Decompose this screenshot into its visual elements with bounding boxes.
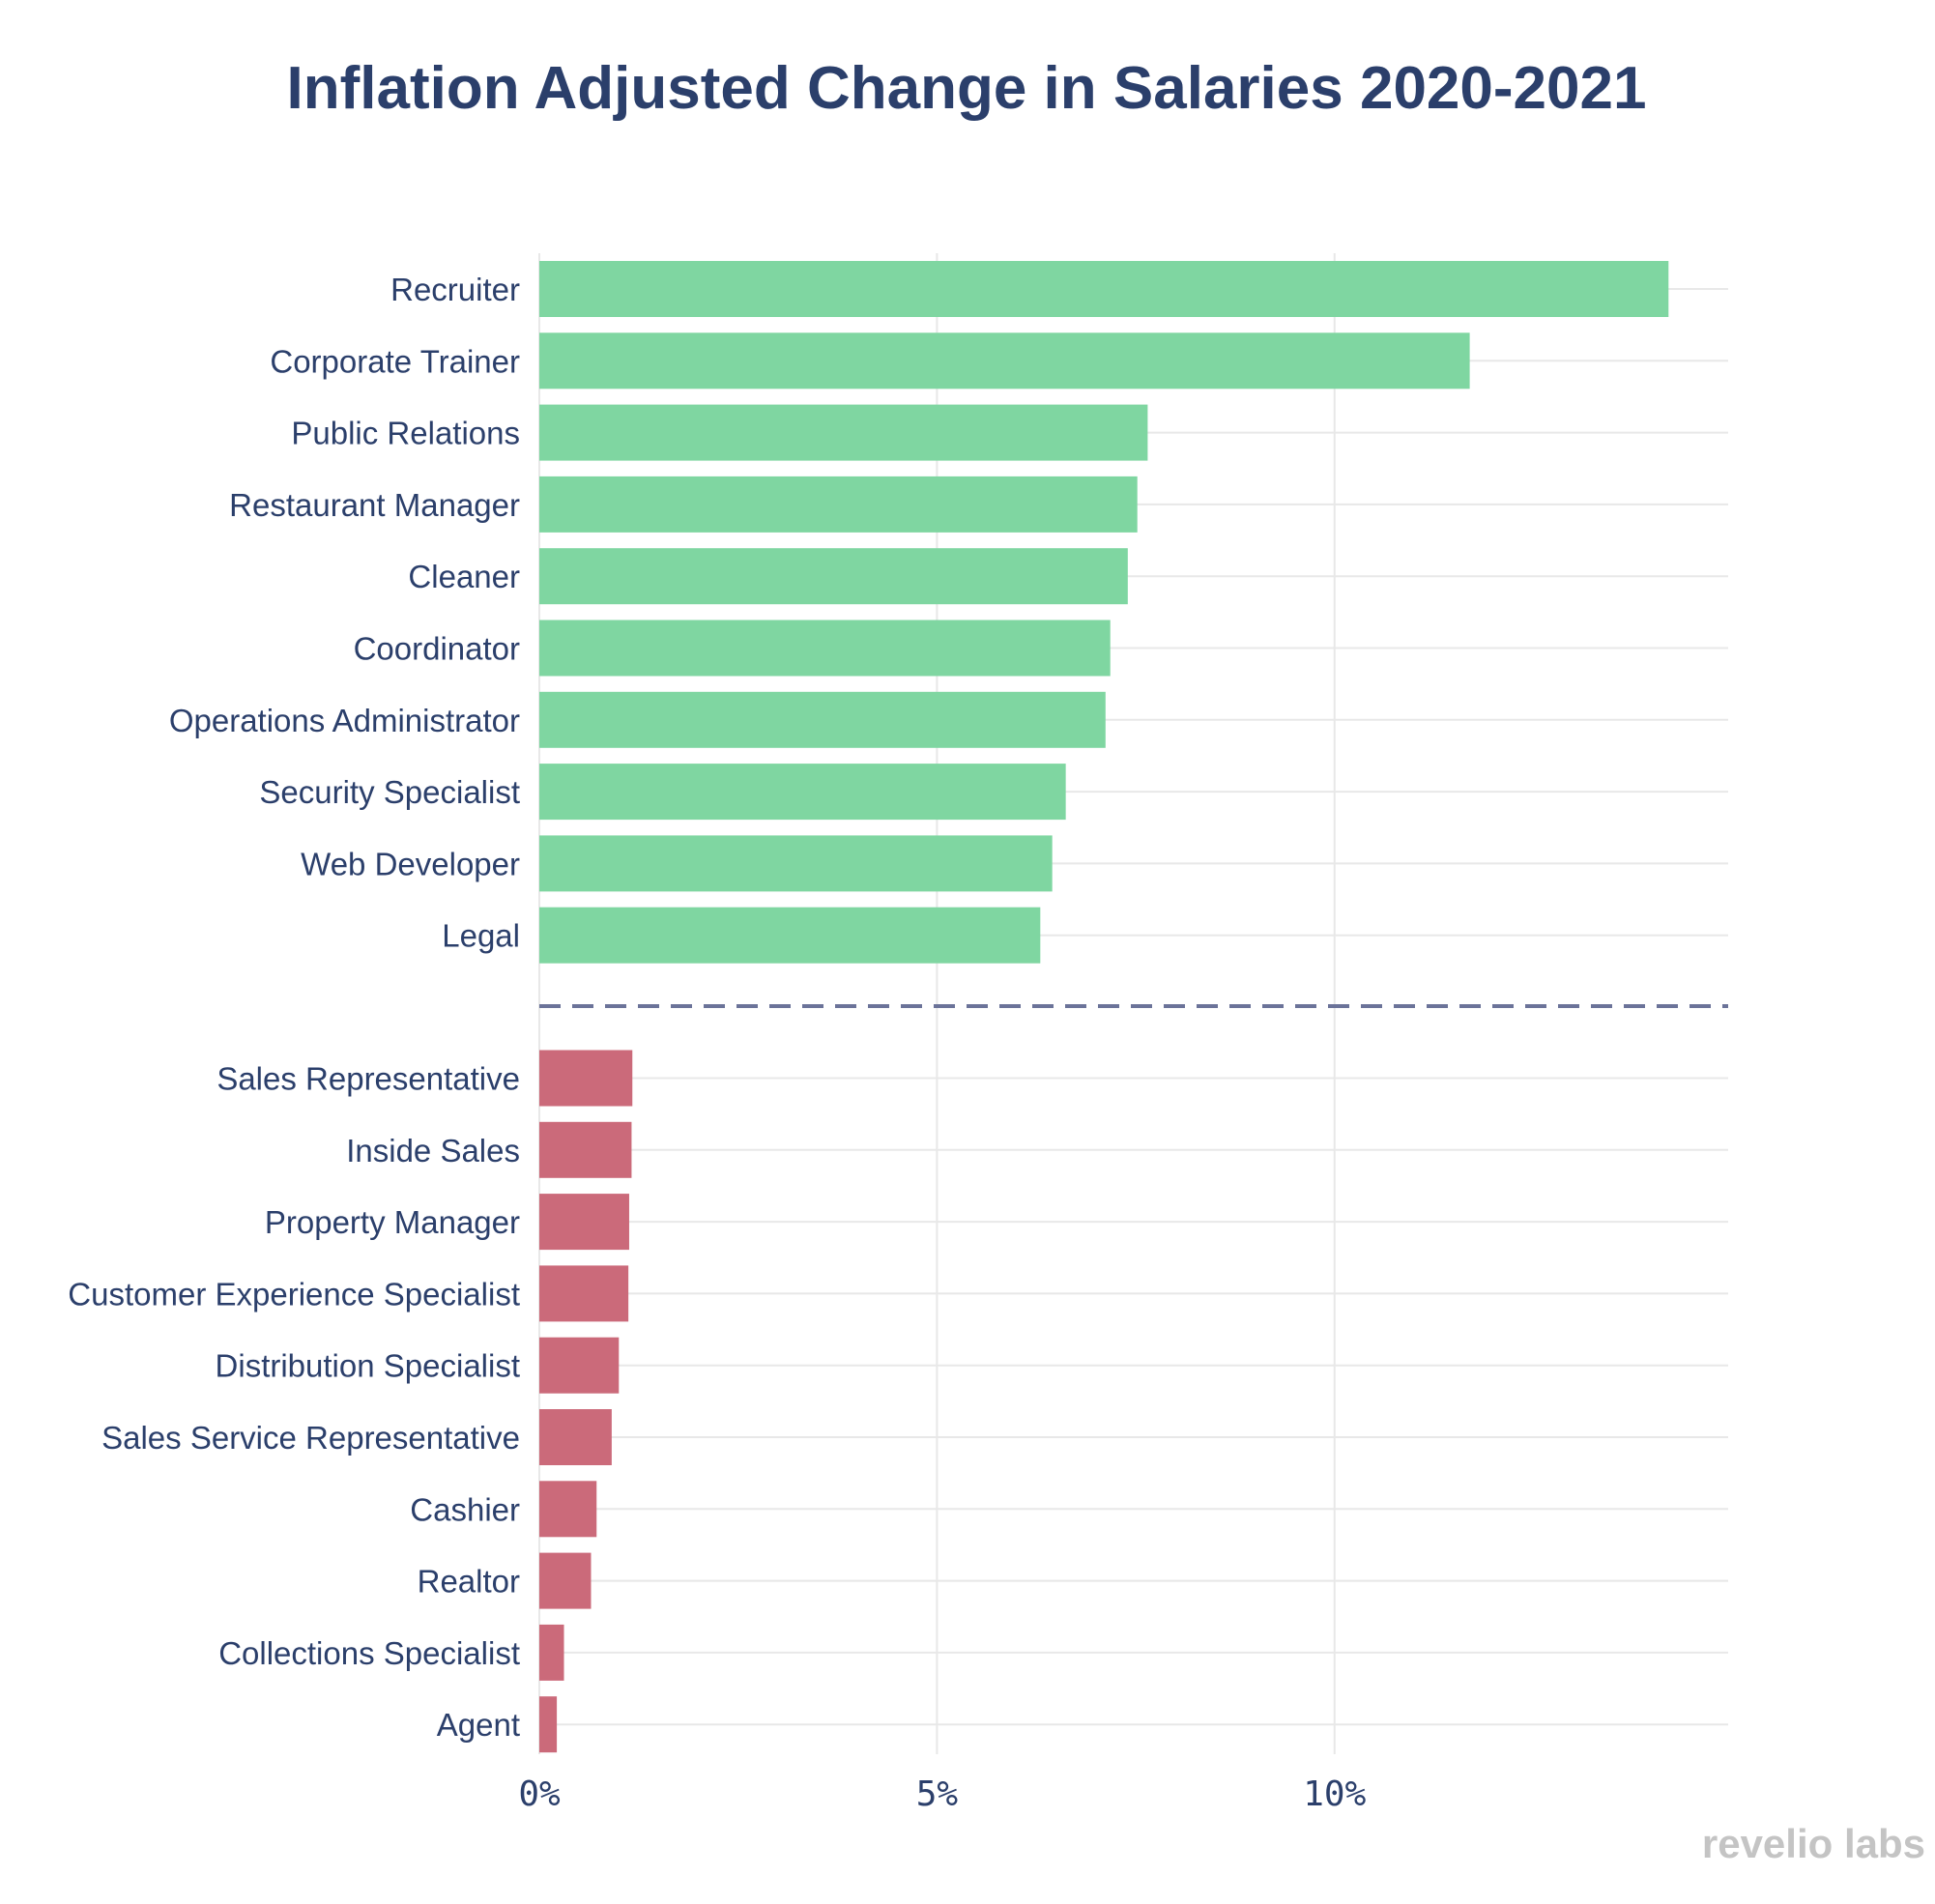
category-label: Sales Representative (217, 1061, 520, 1097)
bar-inside-sales (539, 1121, 632, 1178)
bar-sales-service-representative (539, 1409, 612, 1465)
bar-cashier (539, 1481, 597, 1538)
category-label: Collections Specialist (218, 1635, 520, 1671)
bar-sales-representative (539, 1050, 633, 1107)
category-label: Cashier (410, 1491, 520, 1527)
bar-coordinator (539, 620, 1111, 677)
bar-web-developer (539, 835, 1053, 892)
bar-security-specialist (539, 764, 1066, 821)
bar-property-manager (539, 1194, 629, 1251)
bar-distribution-specialist (539, 1337, 620, 1394)
x-tick-label: 5% (916, 1774, 959, 1814)
category-label: Coordinator (354, 631, 520, 667)
category-label: Corporate Trainer (270, 343, 520, 379)
bar-agent (539, 1696, 558, 1753)
category-label: Property Manager (265, 1204, 520, 1240)
bar-collections-specialist (539, 1624, 564, 1681)
category-label: Restaurant Manager (229, 487, 520, 523)
category-label: Realtor (418, 1564, 520, 1600)
revelio-labs-logo: revelio labs (1702, 1821, 1925, 1866)
category-labels: Recruiter Corporate Trainer Public Relatio… (68, 272, 520, 1743)
bar-public-relations (539, 404, 1148, 461)
bar-corporate-trainer (539, 332, 1470, 389)
bars-layer (539, 261, 1669, 1753)
bar-restaurant-manager (539, 476, 1138, 533)
category-label: Legal (442, 918, 520, 954)
bar-cleaner (539, 548, 1128, 605)
category-label: Customer Experience Specialist (68, 1276, 520, 1312)
category-label: Inside Sales (346, 1133, 520, 1168)
category-label: Public Relations (291, 416, 520, 451)
bar-legal (539, 907, 1041, 964)
bar-customer-experience-specialist (539, 1265, 629, 1322)
logo-text: revelio labs (1702, 1821, 1925, 1866)
category-label: Agent (437, 1707, 520, 1743)
category-label: Cleaner (408, 559, 520, 594)
bar-recruiter (539, 261, 1669, 317)
category-label: Security Specialist (259, 774, 520, 810)
chart-title: Inflation Adjusted Change in Salaries 20… (287, 55, 1647, 122)
category-label: Web Developer (301, 846, 520, 881)
x-tick-label: 10% (1303, 1774, 1366, 1814)
category-label: Recruiter (390, 272, 520, 307)
bar-realtor (539, 1552, 592, 1609)
x-axis-ticks: 0% 5% 10% (518, 1774, 1366, 1814)
bar-operations-administrator (539, 691, 1106, 748)
category-label: Distribution Specialist (216, 1348, 520, 1384)
category-label: Sales Service Representative (101, 1420, 520, 1456)
category-label: Operations Administrator (169, 703, 520, 738)
x-tick-label: 0% (518, 1774, 561, 1814)
